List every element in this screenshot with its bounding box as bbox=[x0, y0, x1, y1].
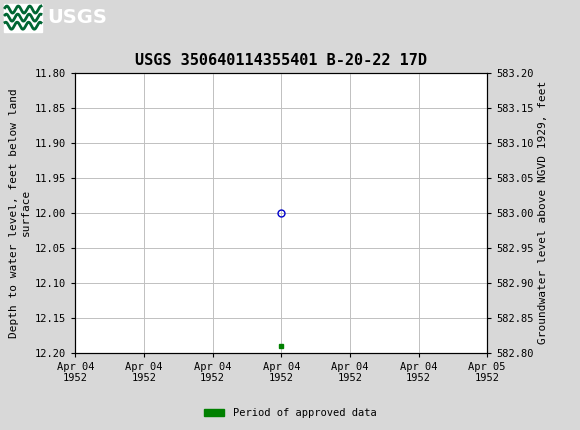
Legend: Period of approved data: Period of approved data bbox=[200, 404, 380, 423]
Title: USGS 350640114355401 B-20-22 17D: USGS 350640114355401 B-20-22 17D bbox=[135, 53, 427, 68]
Y-axis label: Depth to water level, feet below land
surface: Depth to water level, feet below land su… bbox=[9, 88, 31, 338]
Text: USGS: USGS bbox=[47, 8, 107, 27]
FancyBboxPatch shape bbox=[4, 3, 42, 32]
Y-axis label: Groundwater level above NGVD 1929, feet: Groundwater level above NGVD 1929, feet bbox=[538, 81, 548, 344]
